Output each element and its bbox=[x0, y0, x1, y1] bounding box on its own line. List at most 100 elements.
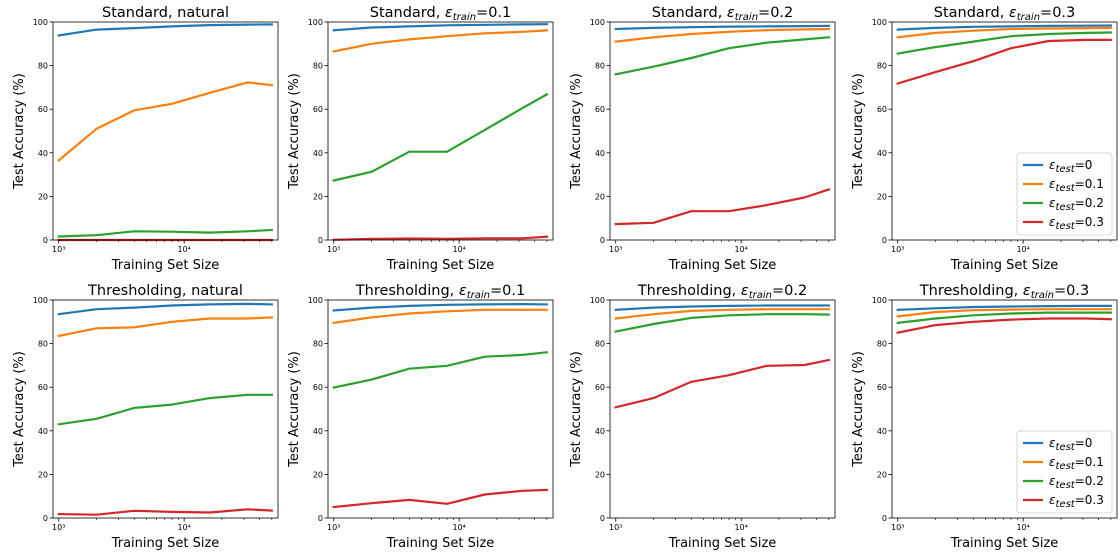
x-tick-label: 10⁴ bbox=[452, 245, 465, 254]
x-tick-label: 10³ bbox=[891, 523, 904, 532]
y-tick-label: 20 bbox=[38, 192, 48, 201]
y-tick-label: 40 bbox=[595, 427, 605, 436]
y-tick-label: 40 bbox=[877, 427, 887, 436]
subplot-title: Standard, εtrain=0.1 bbox=[370, 5, 512, 23]
y-axis-label: Test Accuracy (%) bbox=[569, 73, 584, 190]
axes-frame bbox=[609, 299, 836, 519]
y-tick-label: 0 bbox=[318, 236, 323, 245]
y-tick-label: 60 bbox=[595, 383, 605, 392]
x-tick-label: 10³ bbox=[327, 523, 340, 532]
x-axis-label: Training Set Size bbox=[668, 258, 777, 273]
y-tick-label: 60 bbox=[313, 105, 323, 114]
subplot-title: Standard, εtrain=0.2 bbox=[652, 5, 794, 23]
subplot-5: 0 20 40 60 80 100 10³ 10⁴ Training Set Size Test … bbox=[12, 283, 279, 551]
series-line-1 bbox=[332, 29, 548, 53]
y-tick-label: 0 bbox=[882, 236, 887, 245]
series-line-3 bbox=[332, 235, 548, 241]
series-line-3 bbox=[896, 317, 1112, 334]
subplot-2: 0 20 40 60 80 100 10³ 10⁴ Training Set Size Test … bbox=[287, 5, 554, 273]
y-axis-label: Test Accuracy (%) bbox=[569, 351, 584, 468]
y-tick-label: 80 bbox=[313, 62, 323, 71]
y-tick-label: 60 bbox=[38, 383, 48, 392]
x-tick-label: 10³ bbox=[52, 523, 65, 532]
y-tick-label: 40 bbox=[313, 427, 323, 436]
y-tick-label: 60 bbox=[313, 383, 323, 392]
axes-frame bbox=[609, 21, 836, 241]
series-line-0 bbox=[332, 23, 548, 32]
y-tick-label: 20 bbox=[595, 470, 605, 479]
series-line-0 bbox=[896, 24, 1112, 31]
series-line-1 bbox=[57, 81, 274, 162]
axes-frame bbox=[52, 299, 279, 519]
y-tick-label: 60 bbox=[38, 105, 48, 114]
x-tick-label: 10⁴ bbox=[1016, 245, 1029, 254]
y-tick-label: 40 bbox=[38, 149, 48, 158]
legend-label-3: εtest=0.3 bbox=[1049, 493, 1104, 510]
y-tick-label: 80 bbox=[595, 340, 605, 349]
x-tick-label: 10⁴ bbox=[177, 523, 190, 532]
subplot-4: 0 20 40 60 80 100 10³ 10⁴ Training Set Size Test … bbox=[851, 5, 1118, 273]
series-line-1 bbox=[896, 26, 1112, 39]
series-line-2 bbox=[332, 92, 549, 182]
series-line-2 bbox=[614, 36, 830, 76]
series-line-2 bbox=[57, 228, 273, 238]
legend-label-1: εtest=0.1 bbox=[1049, 455, 1104, 472]
x-axis-label: Training Set Size bbox=[668, 536, 777, 551]
x-axis-label: Training Set Size bbox=[386, 258, 495, 273]
y-axis-label: Test Accuracy (%) bbox=[12, 73, 27, 190]
subplot-title: Standard, natural bbox=[102, 5, 229, 21]
y-tick-label: 100 bbox=[33, 296, 48, 305]
y-axis-label: Test Accuracy (%) bbox=[287, 351, 302, 468]
x-tick-label: 10⁴ bbox=[734, 245, 747, 254]
subplot-title: Thresholding, εtrain=0.1 bbox=[355, 283, 525, 301]
legend-box bbox=[1016, 430, 1113, 514]
x-tick-label: 10⁴ bbox=[1016, 523, 1029, 532]
series-line-2 bbox=[332, 351, 549, 389]
series-line-0 bbox=[896, 304, 1112, 311]
x-axis-label: Training Set Size bbox=[950, 536, 1059, 551]
series-line-3 bbox=[614, 358, 831, 409]
y-tick-label: 40 bbox=[313, 149, 323, 158]
series-line-0 bbox=[57, 23, 273, 37]
series-line-3 bbox=[614, 188, 831, 226]
subplot-8: 0 20 40 60 80 100 10³ 10⁴ Training Set Size Test … bbox=[851, 283, 1118, 551]
y-tick-label: 100 bbox=[590, 296, 605, 305]
x-tick-label: 10³ bbox=[609, 245, 622, 254]
x-axis-label: Training Set Size bbox=[111, 258, 220, 273]
legend-label-2: εtest=0.2 bbox=[1049, 474, 1104, 491]
series-line-3 bbox=[57, 508, 273, 516]
y-tick-label: 100 bbox=[33, 18, 48, 27]
subplot-title: Standard, εtrain=0.3 bbox=[934, 5, 1076, 23]
subplot-3: 0 20 40 60 80 100 10³ 10⁴ Training Set Size Test … bbox=[569, 5, 836, 273]
series-line-0 bbox=[57, 302, 273, 316]
y-tick-label: 100 bbox=[872, 18, 887, 27]
y-tick-label: 80 bbox=[313, 340, 323, 349]
y-tick-label: 0 bbox=[882, 514, 887, 523]
y-tick-label: 40 bbox=[38, 427, 48, 436]
x-tick-label: 10³ bbox=[891, 245, 904, 254]
x-tick-label: 10³ bbox=[609, 523, 622, 532]
y-axis-label: Test Accuracy (%) bbox=[287, 73, 302, 190]
subplot-title: Thresholding, natural bbox=[87, 283, 243, 299]
y-tick-label: 60 bbox=[595, 105, 605, 114]
series-line-0 bbox=[332, 303, 548, 312]
legend: εtest=0 εtest=0.1 εtest=0.2 εtest=0.3 bbox=[1016, 152, 1113, 236]
series-line-1 bbox=[614, 27, 830, 43]
y-tick-label: 40 bbox=[877, 149, 887, 158]
legend-box bbox=[1016, 152, 1113, 236]
y-tick-label: 20 bbox=[595, 192, 605, 201]
y-tick-label: 100 bbox=[872, 296, 887, 305]
x-axis-label: Training Set Size bbox=[386, 536, 495, 551]
y-axis-label: Test Accuracy (%) bbox=[12, 351, 27, 468]
series-line-0 bbox=[614, 24, 830, 31]
series-line-0 bbox=[614, 304, 830, 311]
series-line-1 bbox=[896, 308, 1112, 318]
y-tick-label: 80 bbox=[38, 62, 48, 71]
axes-frame bbox=[327, 299, 554, 519]
y-tick-label: 80 bbox=[38, 340, 48, 349]
series-line-1 bbox=[57, 316, 273, 338]
y-tick-label: 0 bbox=[600, 514, 605, 523]
subplot-title: Thresholding, εtrain=0.3 bbox=[919, 283, 1089, 301]
legend: εtest=0 εtest=0.1 εtest=0.2 εtest=0.3 bbox=[1016, 430, 1113, 514]
